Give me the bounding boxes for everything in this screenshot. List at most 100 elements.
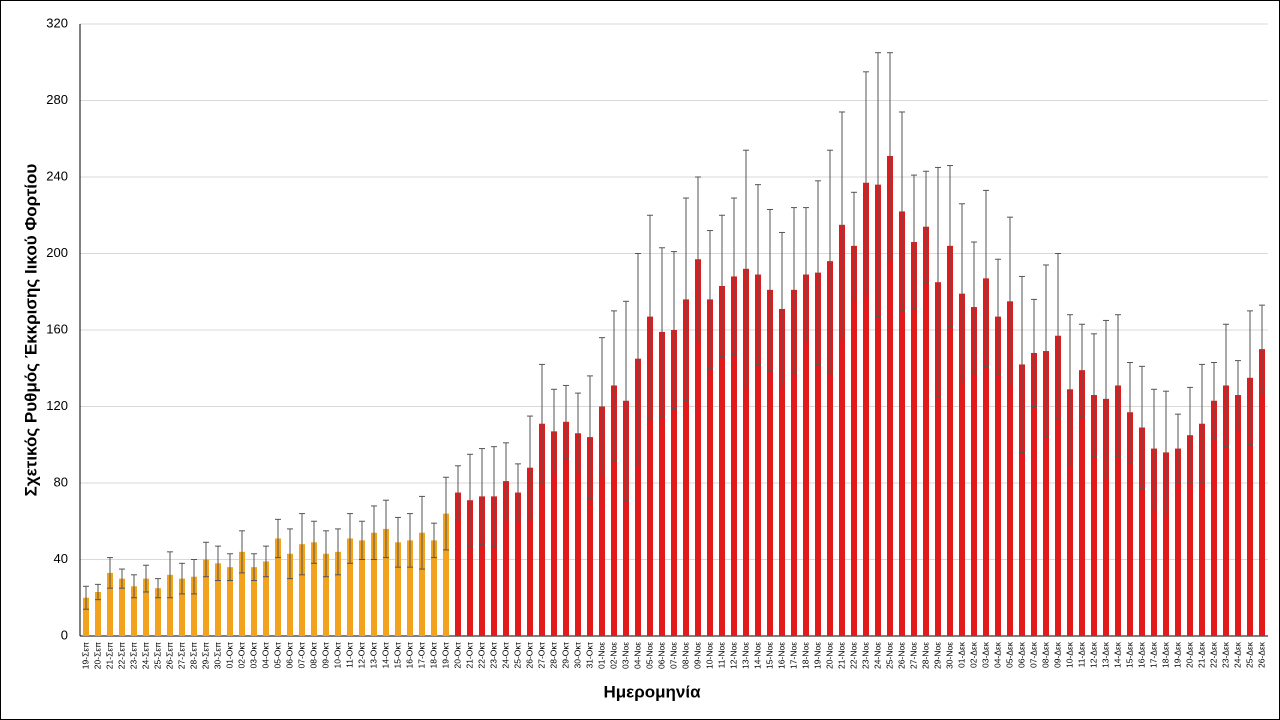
bar: [215, 563, 221, 636]
bar: [803, 274, 809, 636]
x-tick-label: 26-Οκτ: [524, 641, 534, 668]
x-tick-label: 16-Δεκ: [1136, 641, 1146, 668]
x-tick-label: 25-Σεπ: [152, 642, 162, 669]
bar: [1163, 452, 1169, 636]
bar: [683, 299, 689, 636]
x-tick-label: 30-Νοε: [944, 642, 954, 669]
x-tick-label: 11-Οκτ: [344, 641, 354, 668]
bar: [743, 268, 749, 636]
x-tick-label: 04-Οκτ: [260, 641, 270, 668]
x-tick-label: 31-Οκτ: [584, 641, 594, 668]
bar: [287, 553, 293, 636]
bar: [515, 492, 521, 636]
x-tick-label: 27-Οκτ: [536, 641, 546, 668]
bar: [647, 316, 653, 636]
bar: [575, 433, 581, 636]
bar: [239, 551, 245, 636]
bar: [587, 437, 593, 636]
x-tick-label: 13-Νοε: [740, 642, 750, 669]
x-tick-label: 25-Νοε: [884, 642, 894, 669]
bar: [443, 513, 449, 636]
bar: [551, 431, 557, 636]
x-tick-label: 12-Νοε: [728, 642, 738, 669]
bar: [1007, 301, 1013, 636]
x-tick-label: 28-Οκτ: [548, 641, 558, 668]
bar: [887, 155, 893, 636]
bar: [695, 259, 701, 636]
x-tick-label: 05-Νοε: [644, 642, 654, 669]
bar: [167, 574, 173, 636]
x-tick-label: 10-Νοε: [704, 642, 714, 669]
bar: [251, 567, 257, 636]
bar: [971, 307, 977, 636]
x-tick-label: 04-Νοε: [632, 642, 642, 669]
x-tick-label: 07-Δεκ: [1028, 641, 1038, 668]
bar: [95, 592, 101, 636]
x-tick-label: 14-Οκτ: [380, 641, 390, 668]
bar: [455, 492, 461, 636]
x-tick-label: 08-Δεκ: [1040, 641, 1050, 668]
bar: [767, 289, 773, 636]
bar: [707, 299, 713, 636]
x-tick-label: 15-Δεκ: [1124, 641, 1134, 668]
bar: [1079, 370, 1085, 636]
bar: [503, 481, 509, 636]
x-tick-label: 17-Νοε: [788, 642, 798, 669]
bar: [1247, 377, 1253, 636]
x-tick-label: 29-Νοε: [932, 642, 942, 669]
bar: [407, 540, 413, 636]
x-tick-label: 16-Νοε: [776, 642, 786, 669]
bar: [599, 406, 605, 636]
x-tick-label: 24-Σεπ: [140, 642, 150, 669]
x-tick-label: 24-Νοε: [872, 642, 882, 669]
x-tick-label: 09-Οκτ: [320, 641, 330, 668]
y-tick-label: 40: [54, 551, 68, 566]
x-tick-label: 25-Οκτ: [512, 641, 522, 668]
x-tick-label: 06-Νοε: [656, 642, 666, 669]
bar: [779, 308, 785, 636]
bar: [1259, 349, 1265, 636]
bar: [947, 245, 953, 636]
bar: [611, 385, 617, 636]
x-tick-label: 12-Οκτ: [356, 641, 366, 668]
x-tick-label: 23-Σεπ: [128, 642, 138, 669]
bar: [851, 245, 857, 636]
x-axis-title: Ημερομηνία: [603, 682, 701, 701]
bar: [227, 567, 233, 636]
x-tick-label: 08-Νοε: [680, 642, 690, 669]
bar: [1151, 448, 1157, 636]
x-tick-label: 23-Δεκ: [1220, 641, 1230, 668]
bar: [83, 597, 89, 636]
bar: [155, 588, 161, 636]
bar: [875, 184, 881, 636]
bar: [143, 578, 149, 636]
x-tick-label: 24-Οκτ: [500, 641, 510, 668]
x-tick-label: 29-Σεπ: [200, 642, 210, 669]
x-tick-label: 23-Νοε: [860, 642, 870, 669]
y-tick-label: 160: [46, 321, 68, 336]
y-axis-title: Σχετικός Ρυθμός Έκκρισης Ιικού Φορτίου: [21, 164, 40, 497]
x-tick-label: 26-Δεκ: [1256, 641, 1266, 668]
bar: [383, 528, 389, 636]
y-tick-label: 0: [61, 627, 68, 642]
x-tick-label: 10-Δεκ: [1064, 641, 1074, 668]
x-tick-label: 08-Οκτ: [308, 641, 318, 668]
x-tick-label: 14-Δεκ: [1112, 641, 1122, 668]
bar: [671, 330, 677, 636]
x-tick-label: 03-Νοε: [620, 642, 630, 669]
x-tick-label: 09-Νοε: [692, 642, 702, 669]
x-tick-label: 07-Νοε: [668, 642, 678, 669]
bar: [923, 226, 929, 636]
bar: [659, 331, 665, 636]
bar: [491, 496, 497, 636]
bar: [1175, 448, 1181, 636]
bar: [467, 500, 473, 636]
x-tick-label: 05-Οκτ: [272, 641, 282, 668]
bar: [1235, 395, 1241, 636]
x-tick-label: 02-Δεκ: [968, 641, 978, 668]
y-tick-label: 240: [46, 168, 68, 183]
bar: [119, 578, 125, 636]
x-tick-label: 11-Νοε: [716, 642, 726, 669]
